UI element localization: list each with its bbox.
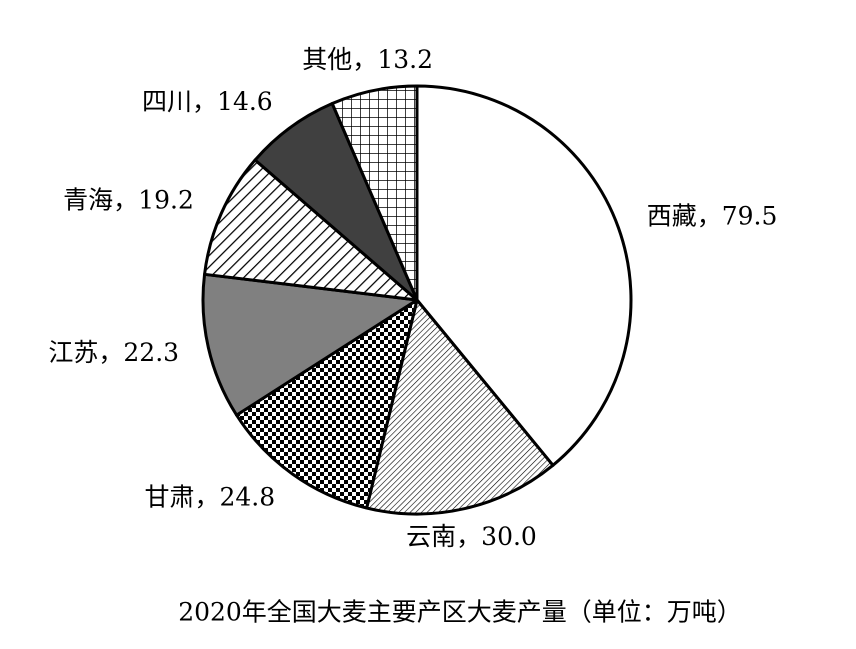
slice-label: 甘肃，24.8 <box>144 482 275 511</box>
value-label: 14.6 <box>217 87 273 116</box>
slice-label: 西藏，79.5 <box>647 201 778 230</box>
label-separator: ， <box>697 201 722 230</box>
label-separator: ， <box>456 521 481 550</box>
value-label: 19.2 <box>138 185 194 214</box>
slice-label: 云南，30.0 <box>406 521 537 550</box>
slice-label: 江苏，22.3 <box>48 338 179 367</box>
pie-slice <box>203 158 419 302</box>
category-label: 云南 <box>406 521 456 550</box>
category-label: 江苏 <box>48 338 98 367</box>
category-label: 西藏 <box>647 201 697 230</box>
value-label: 79.5 <box>722 201 778 230</box>
pie-slice <box>201 272 419 417</box>
slice-label: 四川，14.6 <box>142 87 273 116</box>
value-label: 13.2 <box>377 45 433 74</box>
label-separator: ， <box>192 87 217 116</box>
category-label: 四川 <box>142 87 192 116</box>
label-separator: ， <box>98 338 123 367</box>
slice-label: 青海，19.2 <box>63 185 194 214</box>
category-label: 青海 <box>63 185 113 214</box>
value-label: 22.3 <box>123 338 179 367</box>
pie-slice <box>330 84 419 302</box>
pie-slice <box>415 84 633 467</box>
label-separator: ， <box>194 482 219 511</box>
category-label: 甘肃 <box>144 482 194 511</box>
label-separator: ， <box>352 45 377 74</box>
category-label: 其他 <box>302 45 352 74</box>
pie-slice <box>235 298 419 510</box>
slice-label: 其他，13.2 <box>302 45 433 74</box>
pie-slice <box>365 298 555 516</box>
label-separator: ， <box>113 185 138 214</box>
value-label: 24.8 <box>219 482 275 511</box>
chart-title: 2020年全国大麦主要产区大麦产量（单位：万吨） <box>178 598 742 627</box>
value-label: 30.0 <box>481 521 537 550</box>
